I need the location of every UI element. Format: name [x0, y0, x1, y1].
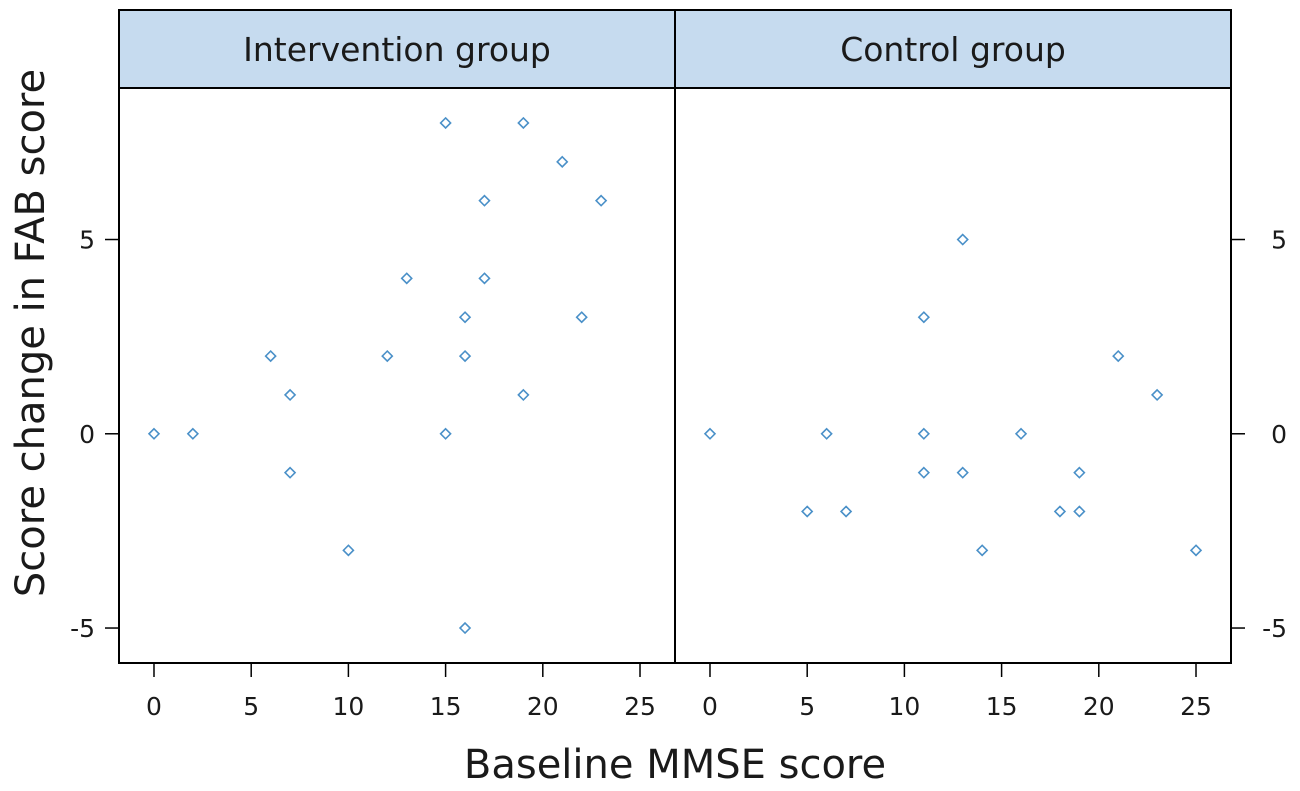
y-axis-title: Score change in FAB score	[8, 69, 54, 597]
data-point	[1073, 466, 1086, 479]
x-tick-label: 10	[888, 692, 920, 721]
x-axis-title: Baseline MMSE score	[464, 742, 886, 788]
data-point	[956, 466, 969, 479]
data-point	[839, 505, 853, 518]
data-point	[1150, 388, 1164, 402]
panel-frame	[118, 87, 676, 664]
x-tick-label: 0	[702, 692, 718, 721]
x-tick-label: 20	[527, 692, 559, 721]
data-point	[1053, 505, 1067, 518]
data-point	[283, 466, 297, 479]
panel-strip	[118, 9, 676, 89]
data-point	[917, 311, 930, 324]
data-point	[400, 272, 413, 285]
data-point	[342, 544, 355, 557]
data-point	[1073, 505, 1086, 518]
y-tick-label: 5	[79, 226, 95, 255]
data-point	[556, 155, 569, 168]
data-point	[1189, 544, 1203, 557]
data-point	[917, 466, 930, 479]
panel-intervention: Intervention group 0 5 10 15 20 25 -5 0 5	[70, 9, 676, 721]
data-point	[478, 194, 491, 207]
y-tick-label: -5	[1262, 614, 1287, 643]
data-point	[517, 388, 530, 402]
x-tick-label: 15	[430, 692, 462, 721]
data-point	[956, 233, 969, 246]
data-point	[283, 388, 297, 402]
data-point	[458, 621, 472, 635]
data-point	[703, 427, 717, 440]
x-tick-label: 25	[1180, 692, 1212, 721]
y-tick-label: 0	[1271, 420, 1287, 449]
data-point	[801, 505, 814, 518]
data-point	[517, 116, 530, 130]
x-tick-label: 15	[986, 692, 1018, 721]
data-point	[381, 349, 394, 363]
data-point	[1112, 349, 1125, 363]
data-point	[820, 427, 833, 440]
x-tick-label: 20	[1083, 692, 1115, 721]
panel-title: Intervention group	[243, 30, 551, 69]
x-tick-label: 0	[146, 692, 162, 721]
y-tick-label: 0	[79, 420, 95, 449]
y-tick-label: 5	[1271, 226, 1287, 255]
data-point	[976, 544, 989, 557]
x-tick-label: 5	[799, 692, 815, 721]
data-point	[594, 194, 608, 207]
data-point	[917, 427, 930, 440]
data-point	[478, 272, 491, 285]
data-point	[458, 349, 472, 363]
y-tick-label: -5	[70, 614, 95, 643]
x-tick-label: 10	[332, 692, 364, 721]
data-point	[1014, 427, 1028, 440]
data-point	[439, 116, 452, 130]
data-point	[458, 311, 472, 324]
data-point	[575, 311, 588, 324]
data-point	[147, 427, 161, 440]
data-point	[264, 349, 277, 363]
data-point	[439, 427, 452, 440]
data-point	[186, 427, 200, 440]
panel-title: Control group	[840, 30, 1066, 69]
x-tick-label: 5	[243, 692, 259, 721]
x-tick-label: 25	[624, 692, 656, 721]
panel-control: Control group 0 5 10 15 20 25 -5 0 5	[674, 9, 1287, 721]
panel-frame	[674, 87, 1232, 664]
